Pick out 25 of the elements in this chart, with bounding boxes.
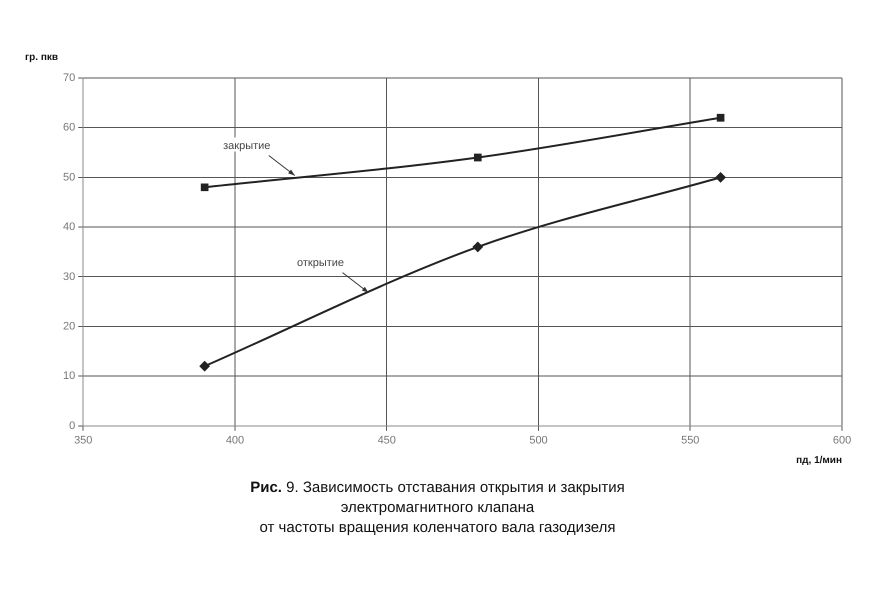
y-tick-label: 0 xyxy=(69,420,76,432)
y-tick-label: 50 xyxy=(62,171,76,184)
y-tick-label: 30 xyxy=(62,270,76,283)
y-tick-label: 40 xyxy=(62,221,76,234)
y-tick-label: 10 xyxy=(62,370,76,382)
y-tick-label: 60 xyxy=(62,122,76,134)
x-tick-label: 350 xyxy=(74,434,92,446)
y-tick-label: 70 xyxy=(62,72,76,84)
point xyxy=(716,172,726,182)
y-tick-label: 20 xyxy=(62,320,76,332)
point xyxy=(472,242,483,252)
point xyxy=(200,183,208,192)
y-axis-title: гр. пкв xyxy=(25,52,58,63)
point xyxy=(474,154,482,162)
x-tick-label: 500 xyxy=(529,434,548,446)
text: Рис. 9. Зависимость отставания открытия и закрытия электромагнитного клапана от частоты вращения коленчатого вала газодизеля xyxy=(249,478,626,538)
text: закрытие xyxy=(223,140,270,152)
point xyxy=(200,361,210,372)
x-tick-label: 600 xyxy=(832,434,852,446)
x-tick-label: 550 xyxy=(681,434,700,446)
text: открытие xyxy=(297,257,344,270)
x-tick-label: 450 xyxy=(378,434,396,446)
x-axis-title: пд, 1/мин xyxy=(796,454,842,466)
x-tick-label: 400 xyxy=(226,434,244,446)
point xyxy=(716,114,724,122)
